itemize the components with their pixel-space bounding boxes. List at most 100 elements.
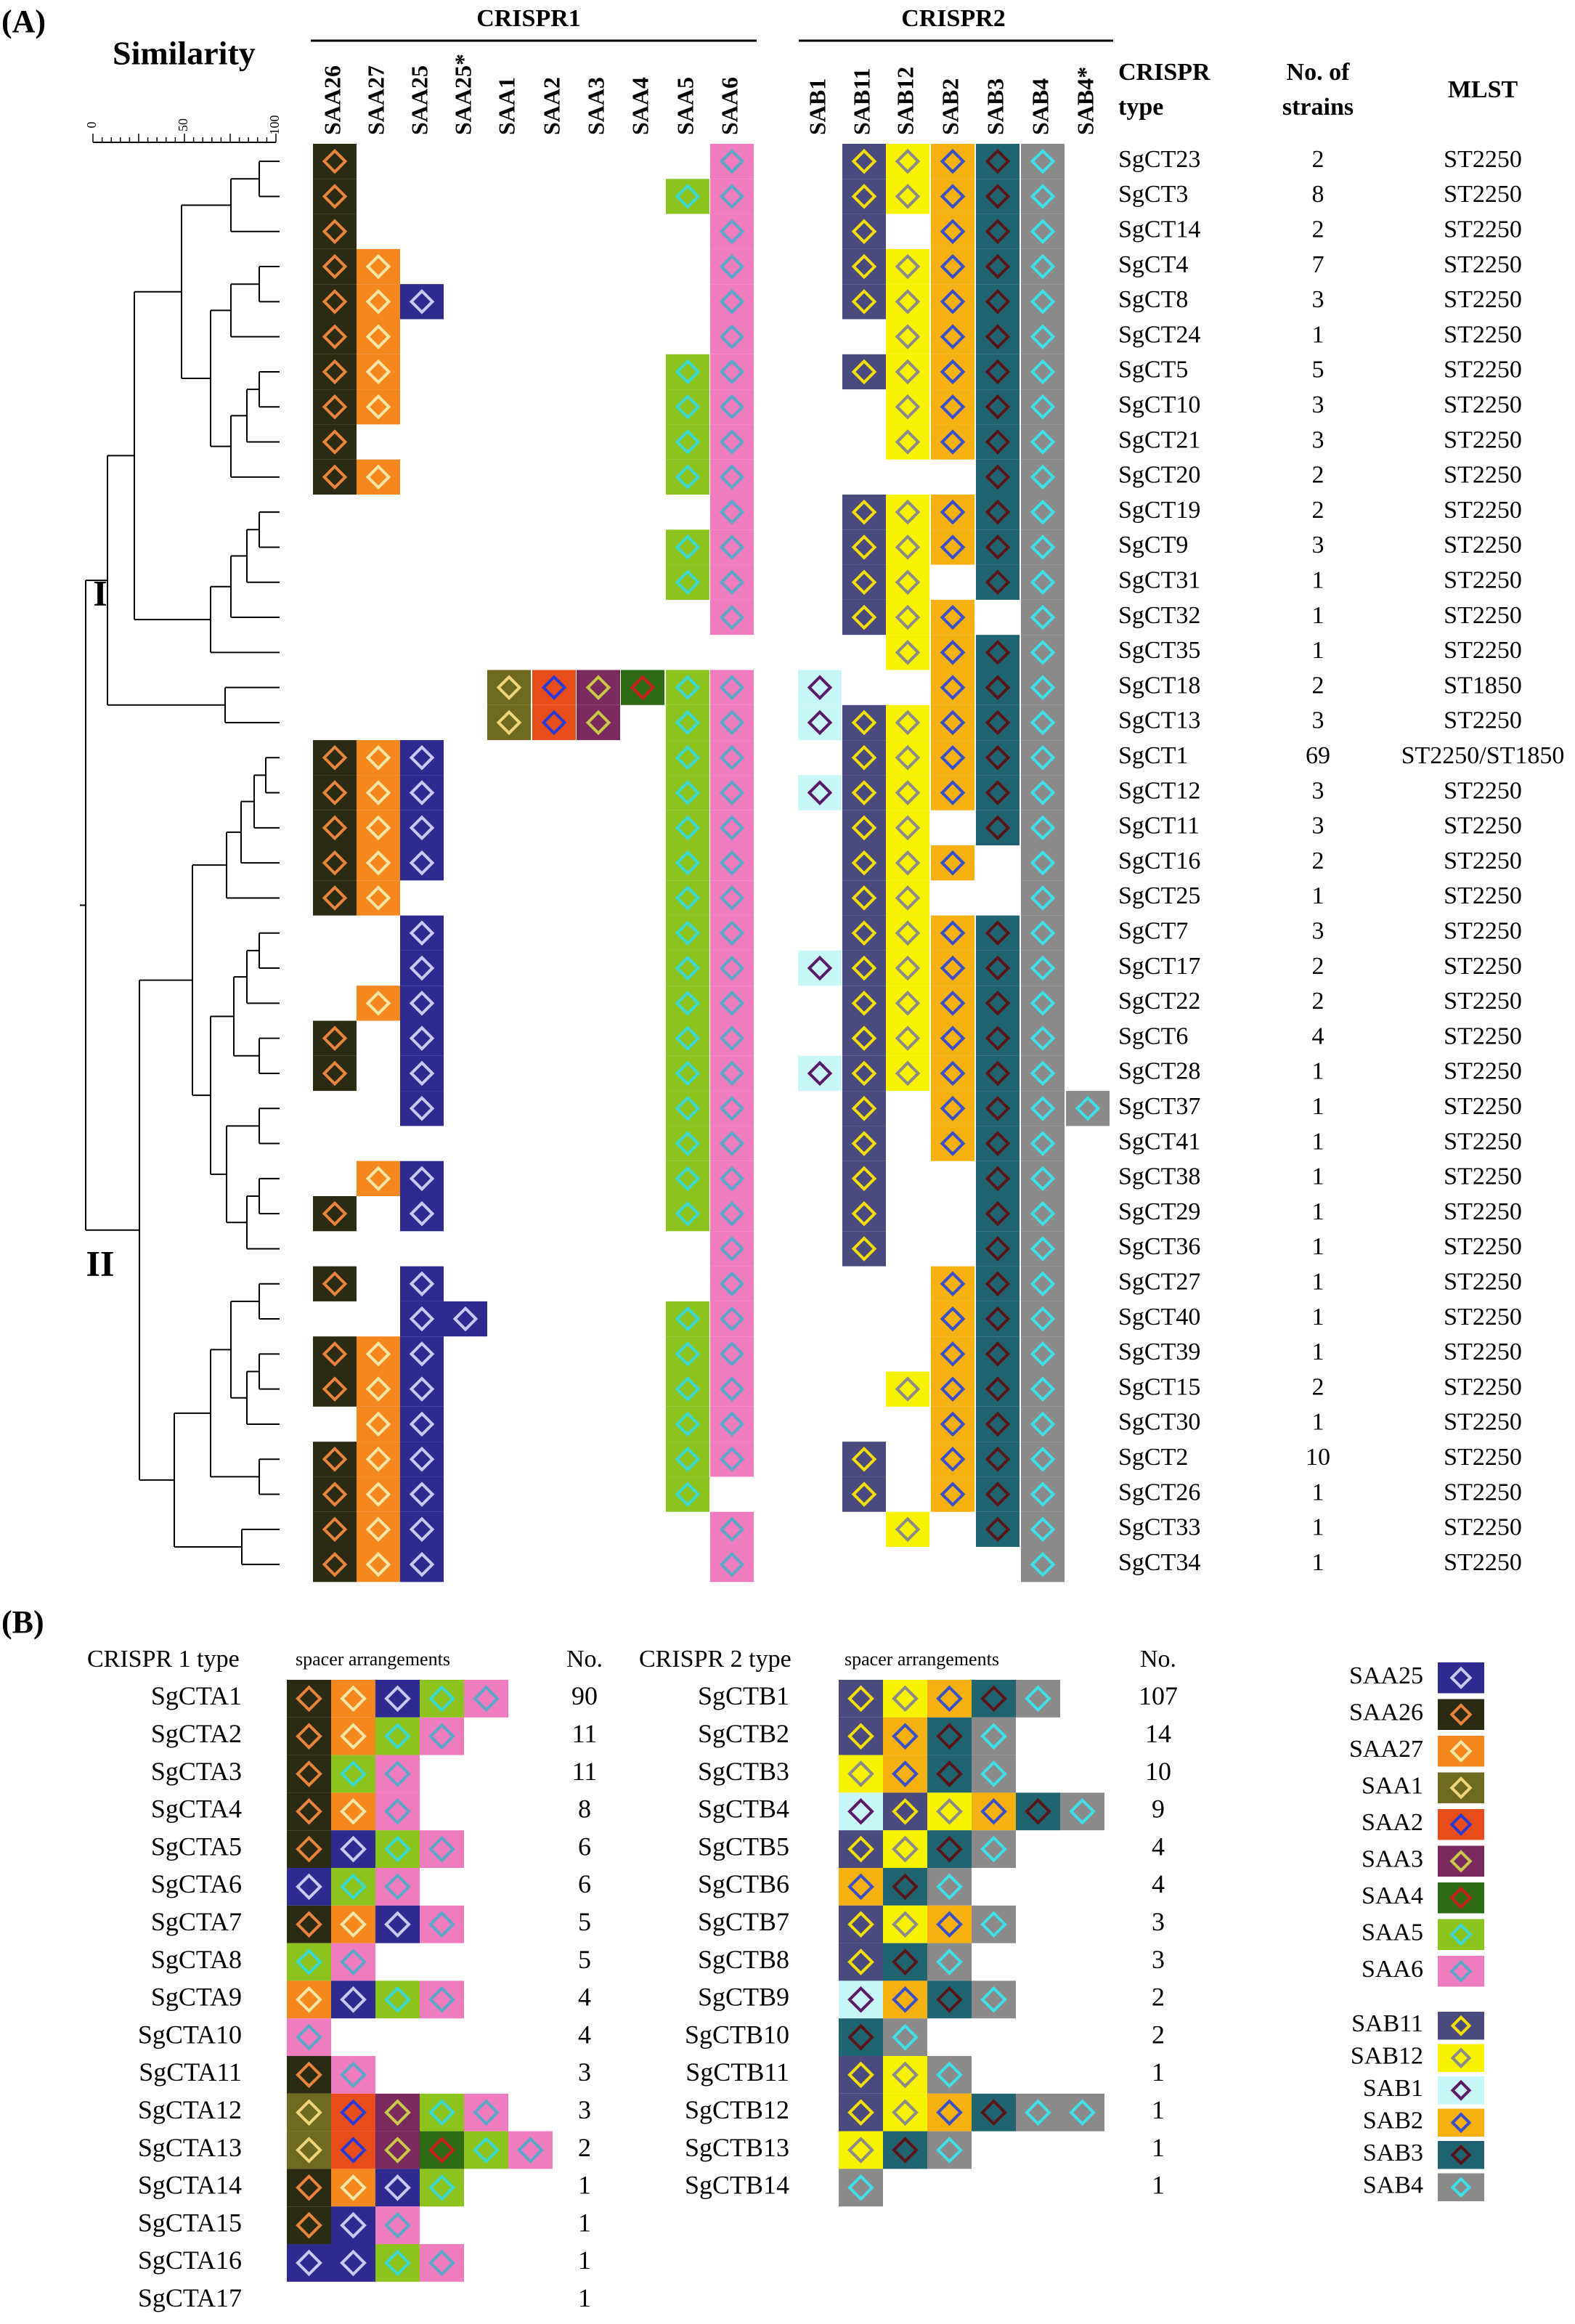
spacer-diamond-icon: [384, 1723, 411, 1750]
no-header: No.: [1140, 1646, 1176, 1673]
spacer-cell: [357, 1406, 400, 1442]
spacer-cell: [931, 144, 974, 179]
strain-count: 2: [1312, 497, 1324, 524]
spacer-diamond-icon: [985, 815, 1011, 841]
spacer-diamond-icon: [985, 219, 1011, 245]
spacer-cell: [710, 670, 754, 705]
spacer-cell: [886, 284, 929, 320]
spacer-cell: [931, 354, 974, 390]
spacer-diamond-icon: [719, 499, 745, 525]
spacer-diamond-icon: [340, 1797, 367, 1825]
strain-count: 1: [1312, 1304, 1324, 1330]
spacer-diamond-icon: [847, 2023, 874, 2051]
spacer-cell: [400, 1020, 444, 1056]
spacer-cell: [375, 2131, 420, 2169]
table-row: SgCT22 2 ST2250: [1118, 988, 1522, 1015]
spacer-cell: [886, 845, 929, 881]
spacer-cell: [313, 214, 357, 249]
crispr2-type-name: SgCTB14: [685, 2171, 789, 2200]
spacer-cell: [927, 1792, 972, 1831]
spacer-cell: [331, 2056, 375, 2094]
legend-label: SAA25: [1349, 1662, 1423, 1689]
spacer-diamond-icon: [1450, 2015, 1472, 2036]
crispr1-type-name: SgCTA16: [138, 2246, 242, 2275]
strain-count: 3: [1312, 813, 1324, 840]
spacer-cell: [666, 179, 709, 214]
column-header: SAA4: [627, 77, 653, 135]
spacer-cell: [972, 1680, 1016, 1718]
spacer-diamond-icon: [936, 2061, 963, 2089]
spacer-diamond-icon: [985, 253, 1011, 280]
strain-count: 1: [1312, 1479, 1324, 1506]
spacer-diamond-icon: [895, 744, 921, 771]
spacer-cell: [375, 1980, 420, 2019]
spacer-diamond-icon: [409, 1025, 435, 1051]
spacer-cell: [842, 564, 886, 600]
spacer-diamond-icon: [719, 569, 745, 596]
spacer-diamond-icon: [847, 1911, 874, 1938]
spacer-diamond-icon: [675, 535, 701, 560]
spacer-cell: [1021, 1091, 1065, 1126]
spacer-cell: [927, 1680, 972, 1718]
spacer-cell: [842, 179, 886, 214]
spacer-cell: [357, 354, 400, 390]
spacer-cell: [976, 1231, 1020, 1267]
spacer-diamond-icon: [384, 2249, 411, 2277]
crispr1-type-name: SgCTA6: [151, 1869, 242, 1898]
spacer-diamond-icon: [409, 1166, 435, 1192]
spacer-diamond-icon: [1030, 464, 1056, 490]
spacer-diamond-icon: [365, 780, 391, 805]
spacer-cell: [839, 1717, 883, 1755]
spacer-diamond-icon: [851, 710, 877, 736]
table-row: SgCT40 1 ST2250: [1118, 1304, 1522, 1330]
spacer-cell: [287, 1717, 331, 1755]
spacer-diamond-icon: [1450, 2079, 1472, 2101]
spacer-diamond-icon: [807, 955, 833, 981]
spacer-diamond-icon: [851, 1060, 877, 1086]
spacer-diamond-icon: [936, 1835, 963, 1863]
spacer-cell: [400, 1196, 444, 1232]
spacer-cell: [313, 1511, 357, 1547]
spacer-cell: [357, 389, 400, 425]
spacer-diamond-icon: [340, 1685, 367, 1712]
crispr1-type-count: 3: [578, 2057, 591, 2087]
crispr2-type-count: 1: [1152, 2171, 1165, 2200]
spacer-diamond-icon: [409, 1482, 435, 1507]
mlst-value: ST2250: [1444, 1514, 1522, 1541]
spacer-diamond-icon: [851, 253, 877, 280]
spacer-diamond-icon: [1025, 2099, 1051, 2126]
spacer-cell: [464, 2093, 508, 2132]
spacer-diamond-icon: [940, 429, 966, 455]
spacer-cell: [931, 775, 974, 810]
spacer-cell: [886, 915, 929, 951]
spacer-diamond-icon: [719, 1236, 745, 1261]
spacer-cell: [842, 986, 886, 1021]
spacer-diamond-icon: [675, 991, 701, 1016]
spacer-cell: [839, 1680, 883, 1718]
spacer-diamond-icon: [719, 780, 745, 805]
spacer-diamond-icon: [892, 2099, 919, 2126]
spacer-diamond-icon: [719, 1376, 745, 1402]
spacer-cell: [508, 2131, 553, 2169]
spacer-diamond-icon: [895, 955, 921, 981]
strain-count: 2: [1312, 988, 1324, 1015]
crispr1-type-name: SgCTA11: [139, 2057, 242, 2087]
spacer-cell: [931, 529, 974, 565]
spacer-cell: [886, 950, 929, 986]
spacer-cell: [400, 1547, 444, 1582]
spacer-cell: [927, 1830, 972, 1868]
spacer-diamond-icon: [409, 1341, 435, 1367]
strain-count: 3: [1312, 532, 1324, 558]
spacer-diamond-icon: [719, 219, 745, 245]
spacer-cell: [886, 354, 929, 390]
spacer-cell: [931, 599, 974, 635]
spacer-diamond-icon: [936, 2099, 963, 2126]
crispr-type-label: SgCT7: [1118, 918, 1188, 945]
spacer-diamond-icon: [428, 1723, 455, 1750]
spacer-cell: [931, 950, 974, 986]
spacer-diamond-icon: [340, 2061, 367, 2089]
crispr-type-label: SgCT41: [1118, 1128, 1200, 1155]
crispr2-type-count: 14: [1145, 1719, 1171, 1748]
spacer-diamond-icon: [985, 1131, 1011, 1156]
